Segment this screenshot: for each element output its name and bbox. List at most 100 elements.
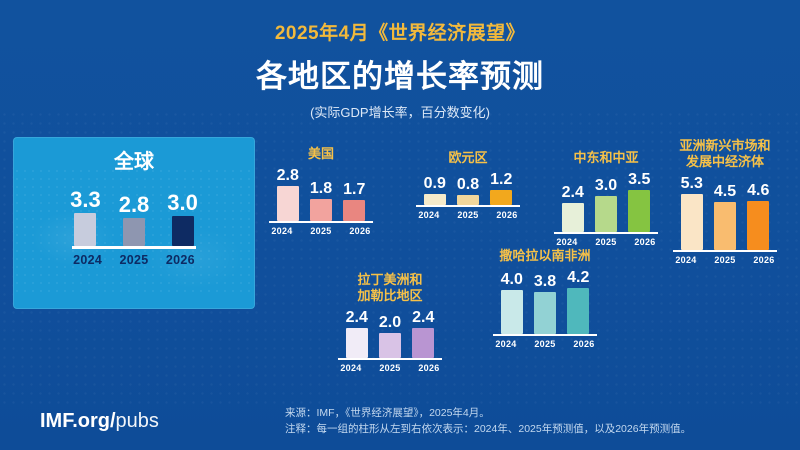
bar — [345, 328, 368, 358]
year-row: 2024 2025 2026 — [269, 226, 373, 236]
bar-value: 3.3 — [70, 187, 101, 212]
bar — [276, 186, 299, 221]
chart-sub-saharan-africa: 撒哈拉以南非洲 4.0 3.8 4.2 2024 2025 2026 — [493, 248, 597, 349]
bar-group: 2.0 — [379, 313, 401, 358]
bar-value: 2.4 — [412, 309, 435, 326]
bar — [500, 290, 523, 335]
bar-row: 2.4 2.0 2.4 — [338, 308, 442, 358]
bar — [423, 193, 446, 205]
bar-row: 2.8 1.8 1.7 — [269, 166, 373, 221]
chart-emerging-developing-asia: 亚洲新兴市场和 发展中经济体 5.3 4.5 4.6 2024 2025 2026 — [673, 138, 777, 265]
bar-value: 3.5 — [628, 171, 651, 188]
bar-value: 0.9 — [423, 174, 446, 192]
bar — [714, 202, 736, 250]
chart-title: 撒哈拉以南非洲 — [499, 248, 591, 263]
bar-group: 4.0 — [500, 270, 523, 335]
bar-row: 5.3 4.5 4.6 — [673, 174, 777, 250]
bar-value: 4.2 — [567, 269, 590, 286]
year-label: 2025 — [379, 363, 401, 373]
bar-row: 0.9 0.8 1.2 — [416, 170, 520, 205]
bar-value: 2.4 — [345, 309, 368, 326]
bar-value: 1.8 — [309, 179, 333, 197]
year-label: 2025 — [714, 254, 736, 265]
year-label: 2025 — [310, 226, 332, 236]
bar-group: 4.5 — [714, 182, 736, 250]
year-row: 2024 2025 2026 — [493, 339, 597, 349]
imf-logo[interactable]: IMF.org/pubs — [40, 410, 159, 433]
bar — [567, 288, 590, 335]
chart-global: 全球 3.3 2.8 3.0 2024 2025 2026 — [70, 149, 198, 267]
bar-group: 3.3 — [70, 187, 101, 246]
year-row: 2024 2025 2026 — [673, 255, 777, 265]
baseline — [416, 205, 520, 207]
bar-value: 1.2 — [490, 171, 513, 188]
header: 2025年4月《世界经济展望》 各地区的增长率预测 (实际GDP增长率，百分数变… — [0, 0, 800, 121]
year-label: 2026 — [496, 210, 518, 220]
bar — [595, 196, 617, 232]
bar-row: 2.4 3.0 3.5 — [554, 170, 658, 232]
year-label: 2026 — [753, 254, 775, 265]
chart-title: 加勒比地区 — [357, 288, 423, 303]
bar-value: 3.8 — [533, 273, 557, 291]
baseline — [493, 334, 597, 337]
bar-group: 2.4 — [562, 183, 584, 232]
chart-title: 拉丁美洲和 — [357, 272, 423, 287]
bar-value: 3.0 — [594, 177, 618, 194]
year-label: 2024 — [418, 210, 440, 220]
year-label: 2024 — [495, 339, 517, 350]
chart-title: 欧元区 — [448, 150, 488, 165]
imf-logo-bold: IMF.org/ — [40, 410, 116, 432]
bar-value: 5.3 — [680, 175, 703, 192]
baseline — [554, 232, 658, 234]
year-label: 2025 — [534, 339, 556, 350]
year-label: 2024 — [271, 226, 293, 236]
chart-title: 全球 — [114, 151, 154, 173]
bar-value: 2.0 — [378, 314, 402, 331]
year-label: 2026 — [165, 253, 195, 267]
year-label: 2026 — [573, 339, 595, 350]
bar — [628, 190, 651, 232]
year-label: 2025 — [457, 210, 479, 220]
chart-title: 中东和中亚 — [573, 150, 639, 165]
bar — [310, 198, 332, 221]
baseline — [673, 249, 777, 252]
year-row: 2024 2025 2026 — [416, 210, 520, 220]
bar-group: 4.2 — [567, 268, 590, 335]
bar — [680, 194, 703, 250]
year-row: 2024 2025 2026 — [338, 363, 442, 373]
bar-value: 4.6 — [747, 182, 770, 200]
bar-group: 3.8 — [533, 272, 557, 335]
chart-title: 美国 — [307, 146, 334, 161]
bar-group: 3.0 — [167, 190, 198, 246]
baseline — [338, 358, 442, 360]
year-label: 2026 — [349, 226, 371, 236]
year-label: 2025 — [119, 253, 149, 267]
bar-value: 3.0 — [167, 190, 198, 215]
bar — [457, 195, 479, 205]
bar — [74, 213, 97, 246]
bar-group: 4.6 — [747, 181, 770, 250]
footer-notes: 来源：IMF，《世界经济展望》，2025年4月。 注释：每一组的柱形从左到右依次… — [285, 405, 691, 437]
imf-logo-light: pubs — [115, 410, 159, 432]
bar — [534, 292, 556, 335]
year-label: 2024 — [340, 363, 362, 373]
year-label: 2024 — [675, 254, 697, 265]
bar-group: 5.3 — [681, 174, 703, 250]
page-subtitle: (实际GDP增长率，百分数变化) — [310, 105, 490, 120]
bar-value: 2.8 — [118, 192, 150, 217]
bar — [171, 216, 194, 246]
bar — [490, 190, 513, 205]
chart-title: 发展中经济体 — [685, 154, 764, 169]
year-row: 2024 2025 2026 — [554, 237, 658, 247]
chart-middle-east-central-asia: 中东和中亚 2.4 3.0 3.5 2024 2025 2026 — [554, 150, 658, 247]
bar-value: 1.7 — [343, 180, 366, 198]
bar — [379, 333, 401, 358]
bar-group: 2.4 — [412, 308, 434, 358]
bar-value: 0.8 — [456, 176, 480, 193]
chart-euro-area: 欧元区 0.9 0.8 1.2 2024 2025 2026 — [416, 150, 520, 220]
chart-usa: 美国 2.8 1.8 1.7 2024 2025 2026 — [269, 146, 373, 236]
source-line: 来源：IMF，《世界经济展望》，2025年4月。 — [285, 407, 490, 419]
bar-group: 2.4 — [346, 308, 368, 358]
bar — [747, 201, 770, 250]
